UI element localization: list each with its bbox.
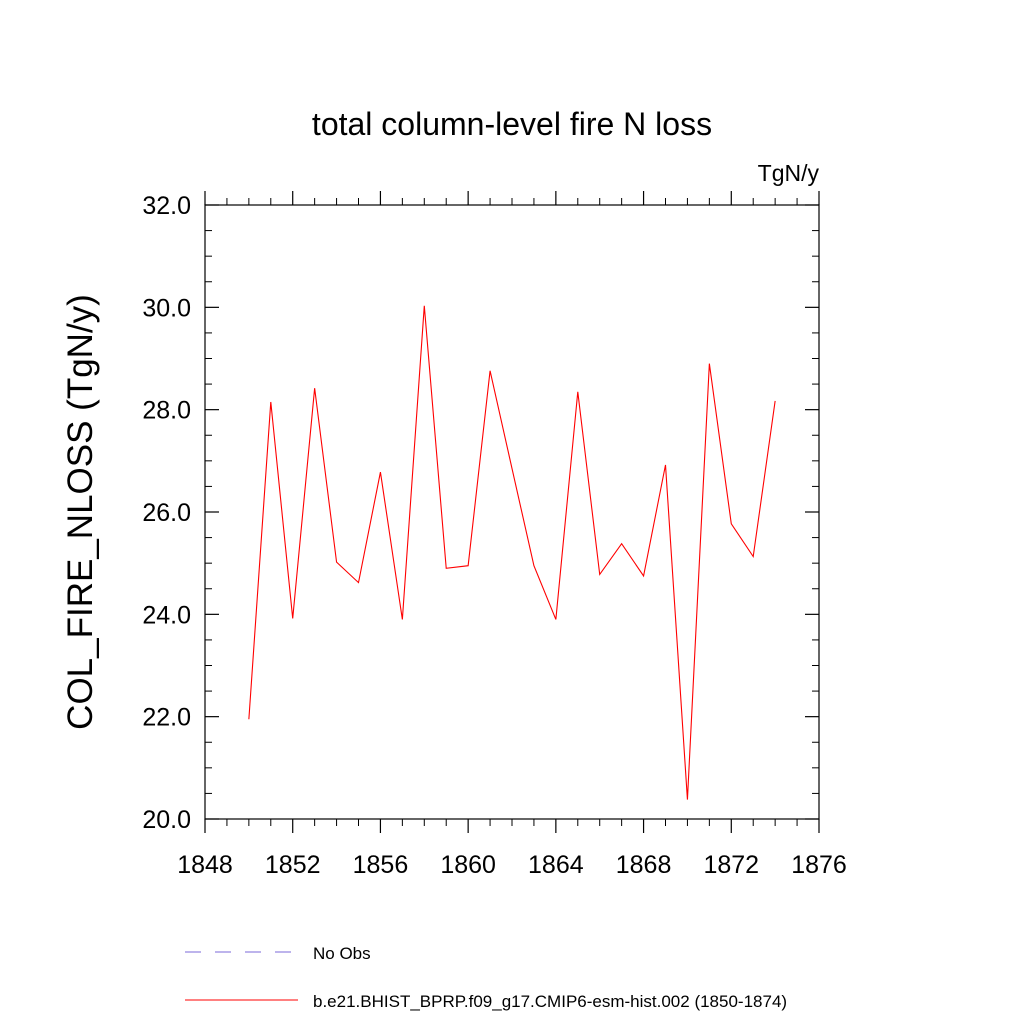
y-tick-label: 28.0 [142,397,191,425]
x-tick-label: 1852 [265,851,321,879]
series-layer [248,305,776,800]
legend: No Obs b.e21.BHIST_BPRP.f09_g17.CMIP6-esm… [185,944,787,1011]
legend-label: No Obs [313,944,371,963]
units-label: TgN/y [758,160,820,186]
y-tick-label: 22.0 [142,704,191,732]
y-axis-label: COL_FIRE_NLOSS (TgN/y) [61,294,100,730]
y-tick-label: 30.0 [142,294,191,322]
x-tick-label: 1856 [353,851,409,879]
y-tick-label: 32.0 [142,192,191,220]
x-tick-label: 1872 [703,851,759,879]
tick-labels: 1848 1852 1856 1860 1864 1868 1872 1876 20.0 22.0… [142,192,846,879]
x-tick-label: 1848 [177,851,233,879]
x-tick-label: 1876 [791,851,847,879]
x-tick-label: 1864 [528,851,584,879]
y-tick-label: 26.0 [142,499,191,527]
plot-frame [204,204,820,820]
legend-label: b.e21.BHIST_BPRP.f09_g17.CMIP6-esm-hist.… [313,992,787,1011]
y-tick-label: 20.0 [142,806,191,834]
series-line [248,305,776,800]
x-tick-label: 1868 [616,851,672,879]
axis-ticks [204,191,820,833]
y-tick-label: 24.0 [142,601,191,629]
x-tick-label: 1860 [440,851,496,879]
chart-title: total column-level fire N loss [312,106,712,142]
